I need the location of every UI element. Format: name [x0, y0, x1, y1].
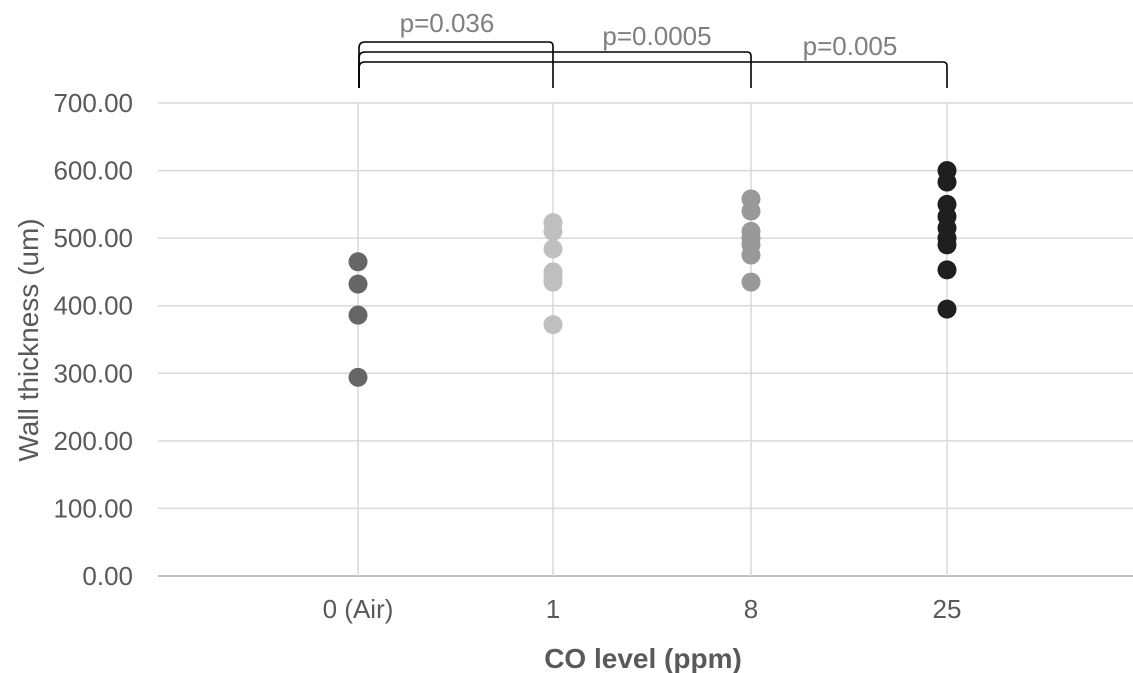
y-axis-label: Wall thickness (um)	[13, 218, 44, 461]
x-axis-label: CO level (ppm)	[544, 643, 742, 673]
y-tick-label: 0.00	[82, 561, 133, 591]
p-value-label: p=0.036	[400, 8, 495, 38]
data-point	[741, 245, 761, 265]
data-point	[543, 272, 563, 292]
significance-bracket	[358, 41, 554, 88]
significance-bracket	[358, 51, 752, 88]
x-tick-labels: 0 (Air) 1 8 25	[323, 594, 962, 624]
data-point	[348, 252, 368, 272]
x-tick-label: 0 (Air)	[323, 594, 394, 624]
x-tick-label: 1	[546, 594, 560, 624]
significance-bracket	[358, 61, 948, 88]
data-point	[543, 315, 563, 335]
data-point	[741, 272, 761, 292]
y-tick-label: 600.00	[53, 156, 133, 186]
y-tick-label: 700.00	[53, 88, 133, 118]
data-point	[937, 299, 957, 319]
data-point	[543, 239, 563, 259]
y-tick-label: 200.00	[53, 426, 133, 456]
data-point	[543, 221, 563, 241]
grid-lines	[158, 102, 1133, 577]
y-tick-label: 100.00	[53, 493, 133, 523]
data-point	[741, 201, 761, 221]
data-point	[937, 235, 957, 255]
x-tick-label: 8	[744, 594, 758, 624]
x-tick-label: 25	[933, 594, 962, 624]
y-tick-labels: 0.00 100.00 200.00 300.00 400.00 500.00 600.00…	[53, 88, 133, 591]
significance-brackets: p=0.036 p=0.0005 p=0.005	[358, 8, 948, 88]
p-value-label: p=0.005	[803, 31, 898, 61]
p-value-label: p=0.0005	[602, 21, 711, 51]
data-point	[937, 172, 957, 192]
data-point	[937, 260, 957, 280]
data-point	[348, 305, 368, 325]
data-points	[348, 161, 957, 387]
y-tick-label: 500.00	[53, 223, 133, 253]
data-point	[348, 274, 368, 294]
y-tick-label: 300.00	[53, 358, 133, 388]
data-point	[348, 367, 368, 387]
y-tick-label: 400.00	[53, 291, 133, 321]
